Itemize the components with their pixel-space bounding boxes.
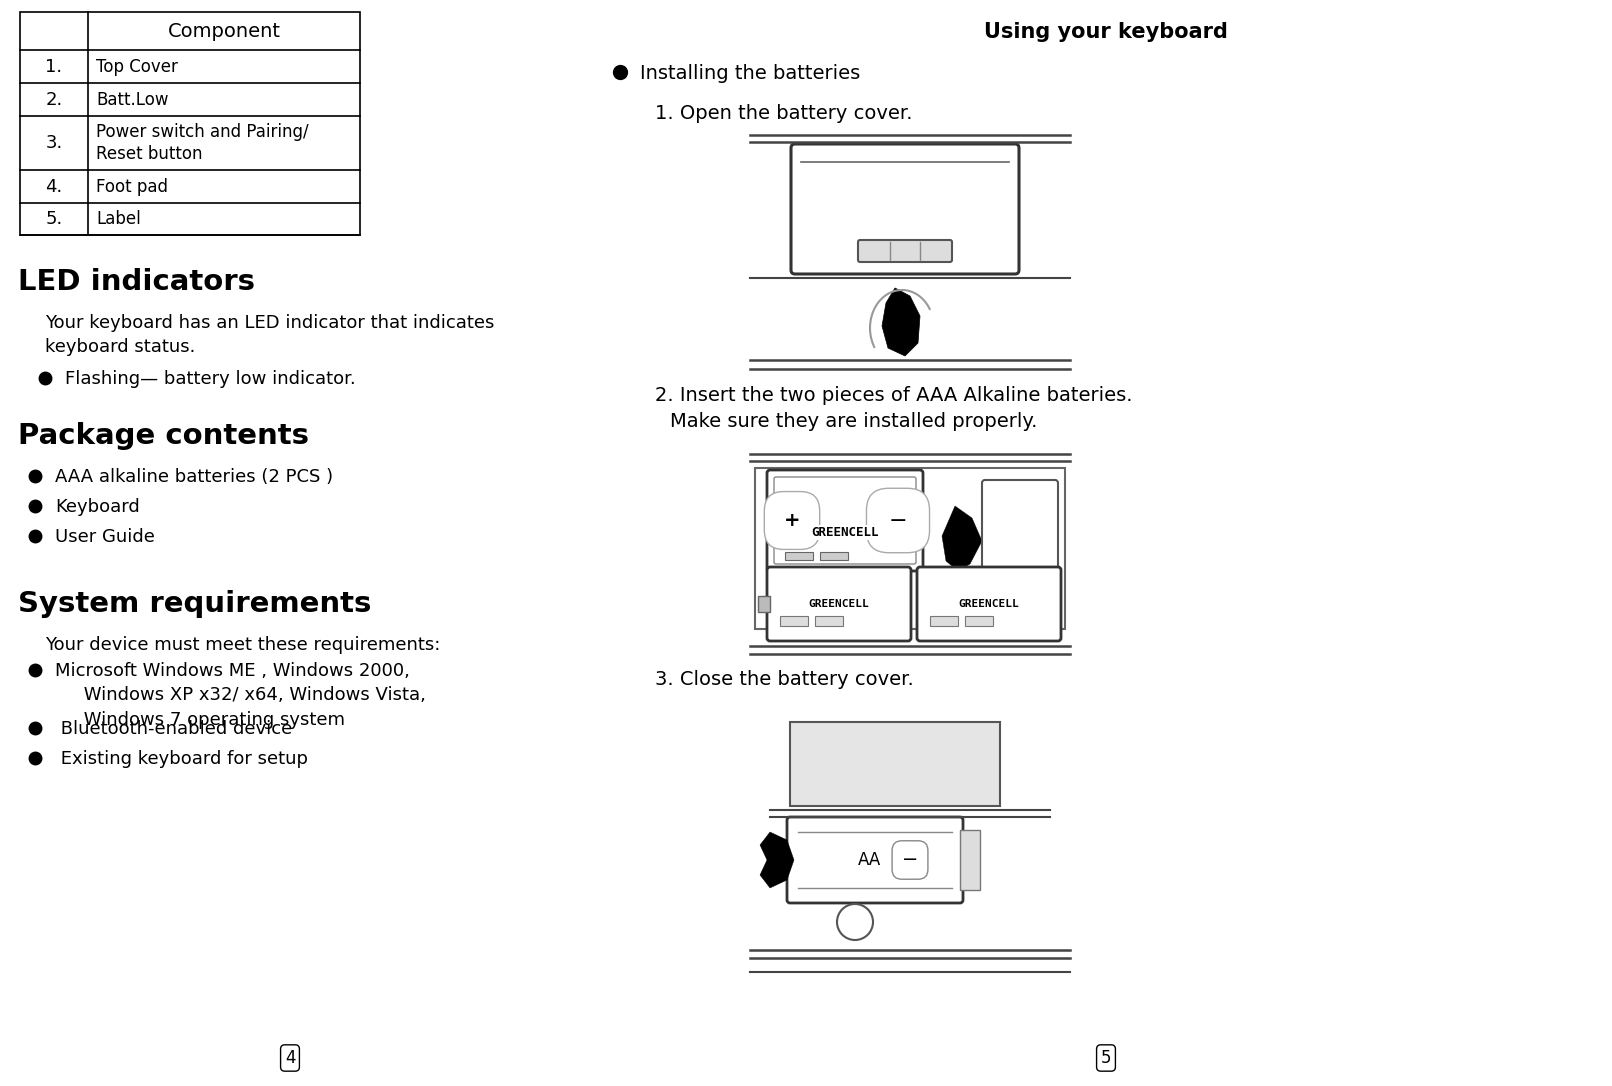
FancyBboxPatch shape [917,567,1061,641]
FancyBboxPatch shape [982,480,1057,636]
Text: Bluetooth-enabled device: Bluetooth-enabled device [55,720,292,738]
Bar [816,616,843,626]
Text: −: − [901,850,919,870]
Text: 5: 5 [1101,1049,1111,1068]
Text: AA: AA [858,851,882,869]
Bar [966,616,993,626]
Text: 5.: 5. [45,210,63,228]
Text: Keyboard: Keyboard [55,498,140,516]
Text: Label: Label [97,210,140,228]
Text: +: + [783,512,800,530]
Text: Package contents: Package contents [18,422,310,450]
Text: 4: 4 [285,1049,295,1068]
Text: Flashing— battery low indicator.: Flashing— battery low indicator. [64,370,356,388]
Text: Installing the batteries: Installing the batteries [640,64,861,83]
Bar [930,616,958,626]
FancyBboxPatch shape [787,817,962,902]
Text: System requirements: System requirements [18,590,371,618]
FancyBboxPatch shape [767,567,911,641]
Text: LED indicators: LED indicators [18,268,255,296]
Bar [758,596,771,613]
Polygon shape [759,832,795,888]
Text: GREENCELL: GREENCELL [811,526,879,539]
Text: Existing keyboard for setup: Existing keyboard for setup [55,750,308,768]
FancyBboxPatch shape [774,477,916,564]
Bar [821,552,848,560]
Text: Component: Component [168,22,280,40]
Text: Batt.Low: Batt.Low [97,90,169,109]
Text: 2. Insert the two pieces of AAA Alkaline bateries.: 2. Insert the two pieces of AAA Alkaline… [654,386,1133,405]
Text: 1.: 1. [45,58,63,76]
Text: Reset button: Reset button [97,146,203,163]
Bar [961,830,980,891]
Bar [785,552,812,560]
Polygon shape [882,288,920,356]
Text: Foot pad: Foot pad [97,177,168,195]
FancyBboxPatch shape [767,470,924,571]
Bar [780,616,808,626]
Text: 3.: 3. [45,134,63,152]
Text: 2.: 2. [45,90,63,109]
Circle shape [837,904,874,940]
FancyBboxPatch shape [858,240,953,262]
Text: Make sure they are installed properly.: Make sure they are installed properly. [671,412,1038,431]
Text: Top Cover: Top Cover [97,58,177,76]
Text: User Guide: User Guide [55,528,155,546]
Text: Power switch and Pairing/: Power switch and Pairing/ [97,123,308,141]
Text: Your device must meet these requirements:: Your device must meet these requirements… [45,636,440,654]
Text: Your keyboard has an LED indicator that indicates
keyboard status.: Your keyboard has an LED indicator that … [45,314,495,356]
Text: −: − [888,510,908,530]
Text: GREENCELL: GREENCELL [959,599,1019,609]
Text: GREENCELL: GREENCELL [809,599,869,609]
Text: Microsoft Windows ME , Windows 2000,
     Windows XP x32/ x64, Windows Vista,
  : Microsoft Windows ME , Windows 2000, Win… [55,662,426,729]
Text: AAA alkaline batteries (2 PCS ): AAA alkaline batteries (2 PCS ) [55,468,334,487]
Bar [790,722,999,806]
Text: Using your keyboard: Using your keyboard [983,22,1228,42]
Text: 1. Open the battery cover.: 1. Open the battery cover. [654,104,912,123]
Text: 3. Close the battery cover.: 3. Close the battery cover. [654,670,914,689]
Polygon shape [941,506,982,571]
FancyBboxPatch shape [791,144,1019,274]
Text: 4.: 4. [45,177,63,195]
Bar [754,468,1066,629]
